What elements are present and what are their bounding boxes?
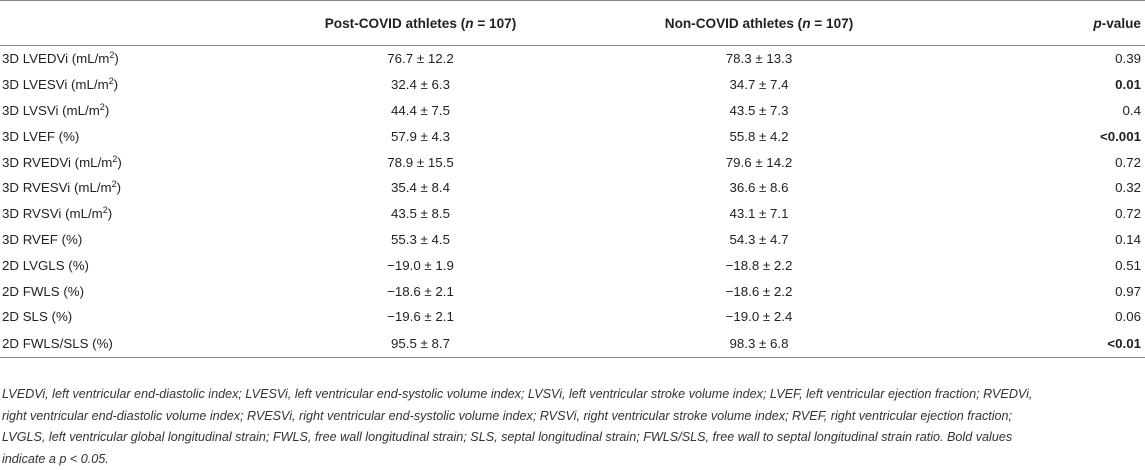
non-covid-value: 78.3 ± 13.3: [593, 46, 925, 72]
header-parameter: [0, 1, 248, 46]
p-value: 0.32: [925, 175, 1145, 201]
post-covid-value: 78.9 ± 15.5: [248, 149, 593, 175]
non-covid-value: 34.7 ± 7.4: [593, 72, 925, 98]
non-covid-value: 79.6 ± 14.2: [593, 149, 925, 175]
parameter-unit-close: ): [108, 206, 112, 221]
post-covid-value: 76.7 ± 12.2: [248, 46, 593, 72]
p-value: 0.72: [925, 149, 1145, 175]
p-value: <0.001: [925, 123, 1145, 149]
footnote-line: indicate a p < 0.05.: [2, 449, 1142, 470]
post-covid-value: 43.5 ± 8.5: [248, 201, 593, 227]
non-covid-value: −19.0 ± 2.4: [593, 304, 925, 330]
p-value: 0.97: [925, 278, 1145, 304]
header-p-letter: p: [1093, 16, 1101, 31]
p-value: <0.01: [925, 330, 1145, 358]
parameter-label: 3D RVEDVi (mL/m: [2, 155, 112, 170]
row-parameter: 3D RVESVi (mL/m2): [0, 175, 248, 201]
parameter-label: 2D FWLS/SLS (%): [2, 336, 113, 351]
parameter-unit-close: ): [117, 180, 121, 195]
row-parameter: 2D FWLS (%): [0, 278, 248, 304]
row-parameter: 3D LVEDVi (mL/m2): [0, 46, 248, 72]
row-parameter: 3D LVEF (%): [0, 123, 248, 149]
parameter-label: 2D LVGLS (%): [2, 258, 89, 273]
p-value: 0.01: [925, 72, 1145, 98]
footnote-line: right ventricular end-diastolic volume i…: [2, 406, 1142, 428]
parameter-label: 3D LVESVi (mL/m: [2, 77, 109, 92]
non-covid-value: 98.3 ± 6.8: [593, 330, 925, 358]
header-non-covid: Non-COVID athletes (n = 107): [593, 1, 925, 46]
row-parameter: 3D RVEF (%): [0, 227, 248, 253]
non-covid-value: 55.8 ± 4.2: [593, 123, 925, 149]
non-covid-value: 43.1 ± 7.1: [593, 201, 925, 227]
parameter-label: 3D RVESVi (mL/m: [2, 180, 112, 195]
header-non-covid-n: n: [802, 16, 810, 31]
results-table: Post-COVID athletes (n = 107) Non-COVID …: [0, 0, 1145, 358]
p-value: 0.51: [925, 252, 1145, 278]
footnote-line: LVEDVi, left ventricular end-diastolic i…: [2, 384, 1142, 406]
parameter-label: 3D LVSVi (mL/m: [2, 103, 100, 118]
parameter-unit-close: ): [114, 77, 118, 92]
row-parameter: 3D LVESVi (mL/m2): [0, 72, 248, 98]
header-row: Post-COVID athletes (n = 107) Non-COVID …: [0, 1, 1145, 46]
post-covid-value: 55.3 ± 4.5: [248, 227, 593, 253]
row-parameter: 3D LVSVi (mL/m2): [0, 98, 248, 124]
row-parameter: 2D FWLS/SLS (%): [0, 330, 248, 358]
parameter-unit-close: ): [105, 103, 109, 118]
p-value: 0.72: [925, 201, 1145, 227]
post-covid-value: −19.0 ± 1.9: [248, 252, 593, 278]
non-covid-value: −18.6 ± 2.2: [593, 278, 925, 304]
header-non-covid-prefix: Non-COVID athletes (: [665, 16, 802, 31]
table-footnote: LVEDVi, left ventricular end-diastolic i…: [2, 384, 1142, 470]
header-post-covid-n: n: [465, 16, 473, 31]
row-parameter: 2D LVGLS (%): [0, 252, 248, 278]
post-covid-value: 57.9 ± 4.3: [248, 123, 593, 149]
non-covid-value: 43.5 ± 7.3: [593, 98, 925, 124]
non-covid-value: −18.8 ± 2.2: [593, 252, 925, 278]
non-covid-value: 36.6 ± 8.6: [593, 175, 925, 201]
p-value: 0.4: [925, 98, 1145, 124]
header-p-suffix: -value: [1102, 16, 1141, 31]
row-parameter: 3D RVSVi (mL/m2): [0, 201, 248, 227]
header-post-covid: Post-COVID athletes (n = 107): [248, 1, 593, 46]
parameter-label: 3D LVEF (%): [2, 129, 79, 144]
row-parameter: 3D RVEDVi (mL/m2): [0, 149, 248, 175]
header-post-covid-prefix: Post-COVID athletes (: [325, 16, 466, 31]
p-value: 0.14: [925, 227, 1145, 253]
parameter-unit-close: ): [114, 51, 118, 66]
p-value: 0.06: [925, 304, 1145, 330]
non-covid-value: 54.3 ± 4.7: [593, 227, 925, 253]
header-non-covid-suffix: = 107): [811, 16, 854, 31]
parameter-label: 3D RVEF (%): [2, 232, 82, 247]
post-covid-value: −18.6 ± 2.1: [248, 278, 593, 304]
header-post-covid-suffix: = 107): [474, 16, 517, 31]
footnote-line: LVGLS, left ventricular global longitudi…: [2, 427, 1142, 449]
post-covid-value: 35.4 ± 8.4: [248, 175, 593, 201]
parameter-label: 3D RVSVi (mL/m: [2, 206, 103, 221]
parameter-unit-close: ): [117, 155, 121, 170]
header-p-value: p-value: [925, 1, 1145, 46]
post-covid-value: −19.6 ± 2.1: [248, 304, 593, 330]
parameter-label: 3D LVEDVi (mL/m: [2, 51, 109, 66]
post-covid-value: 32.4 ± 6.3: [248, 72, 593, 98]
post-covid-value: 44.4 ± 7.5: [248, 98, 593, 124]
parameter-label: 2D FWLS (%): [2, 284, 84, 299]
p-value: 0.39: [925, 46, 1145, 72]
parameter-label: 2D SLS (%): [2, 309, 72, 324]
row-parameter: 2D SLS (%): [0, 304, 248, 330]
post-covid-value: 95.5 ± 8.7: [248, 330, 593, 358]
